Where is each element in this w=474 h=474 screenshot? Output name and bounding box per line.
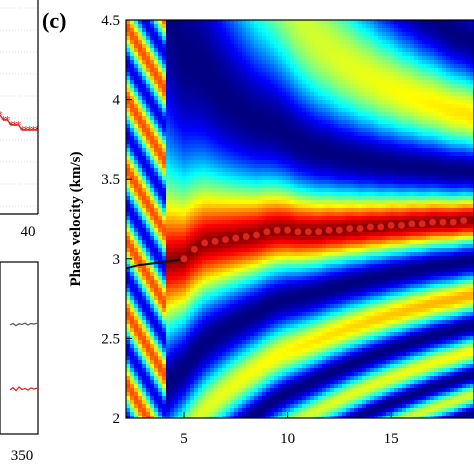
data-point xyxy=(459,216,468,225)
phase-velocity-line xyxy=(126,257,185,270)
left-top-star-point: * xyxy=(8,119,14,132)
plot-frame xyxy=(125,19,474,419)
data-point xyxy=(439,218,447,227)
data-point xyxy=(273,226,282,234)
data-point xyxy=(231,234,240,242)
data-point xyxy=(366,223,375,231)
data-point xyxy=(397,221,406,230)
data-point xyxy=(418,219,427,228)
left-top-series-line xyxy=(0,114,37,131)
x-tick-label: 15 xyxy=(384,431,399,447)
left-bottom-x-tick: 350 xyxy=(11,448,34,464)
data-point xyxy=(449,218,458,227)
data-point xyxy=(356,224,364,233)
left-top-star-point: * xyxy=(27,124,33,137)
left-bottom-series-line xyxy=(9,322,38,327)
panel-label: (c) xyxy=(42,8,66,33)
data-point xyxy=(180,254,188,263)
y-tick-label: 2 xyxy=(113,411,121,427)
heatmap xyxy=(126,20,474,418)
left-top-star-point: * xyxy=(0,109,3,122)
left-top-star-point: * xyxy=(19,124,25,137)
data-point xyxy=(211,237,219,246)
data-point xyxy=(252,231,261,239)
data-point xyxy=(200,239,209,247)
data-point xyxy=(325,226,333,234)
x-tick-label: 10 xyxy=(280,431,295,447)
data-point xyxy=(345,224,354,233)
left-top-star-point: * xyxy=(5,114,11,127)
left-top-star-point: * xyxy=(16,119,22,132)
left-top-star-point: * xyxy=(34,124,40,137)
data-point xyxy=(304,227,313,236)
y-tick-label: 2.5 xyxy=(101,331,120,347)
y-axis-label: Phase velocity (km/s) xyxy=(68,152,84,287)
left-top-star-point: * xyxy=(23,124,29,137)
left-top-star-point: * xyxy=(12,119,18,132)
dispersion-points xyxy=(126,216,468,270)
left-top-star-point: * xyxy=(31,124,37,137)
data-point xyxy=(263,227,271,236)
data-point xyxy=(314,227,323,236)
y-tick-label: 3 xyxy=(113,252,121,268)
x-tick-label: 5 xyxy=(180,431,188,447)
y-axis: 2 2.5 3 3.5 4 4.5 xyxy=(101,13,132,427)
data-point xyxy=(387,221,395,230)
data-point xyxy=(335,226,344,234)
x-axis: 5 10 15 xyxy=(180,412,399,447)
data-point xyxy=(283,226,292,234)
data-point xyxy=(294,227,302,236)
left-bottom-frame xyxy=(0,261,39,435)
data-point xyxy=(221,235,230,244)
y-tick-label: 4.5 xyxy=(101,13,120,29)
left-top-x-tick: 40 xyxy=(21,224,36,240)
data-point xyxy=(428,218,437,227)
left-bottom-series-line xyxy=(9,386,38,392)
y-tick-label: 3.5 xyxy=(101,172,120,188)
y-tick-label: 4 xyxy=(113,93,121,109)
data-point xyxy=(408,219,416,228)
left-top-star-point: * xyxy=(1,114,7,127)
data-point xyxy=(376,223,385,231)
data-point xyxy=(242,232,250,241)
left-top-panel: *********** 40 xyxy=(0,0,40,240)
left-bottom-panel: 350 xyxy=(0,261,39,464)
data-point xyxy=(190,245,199,254)
